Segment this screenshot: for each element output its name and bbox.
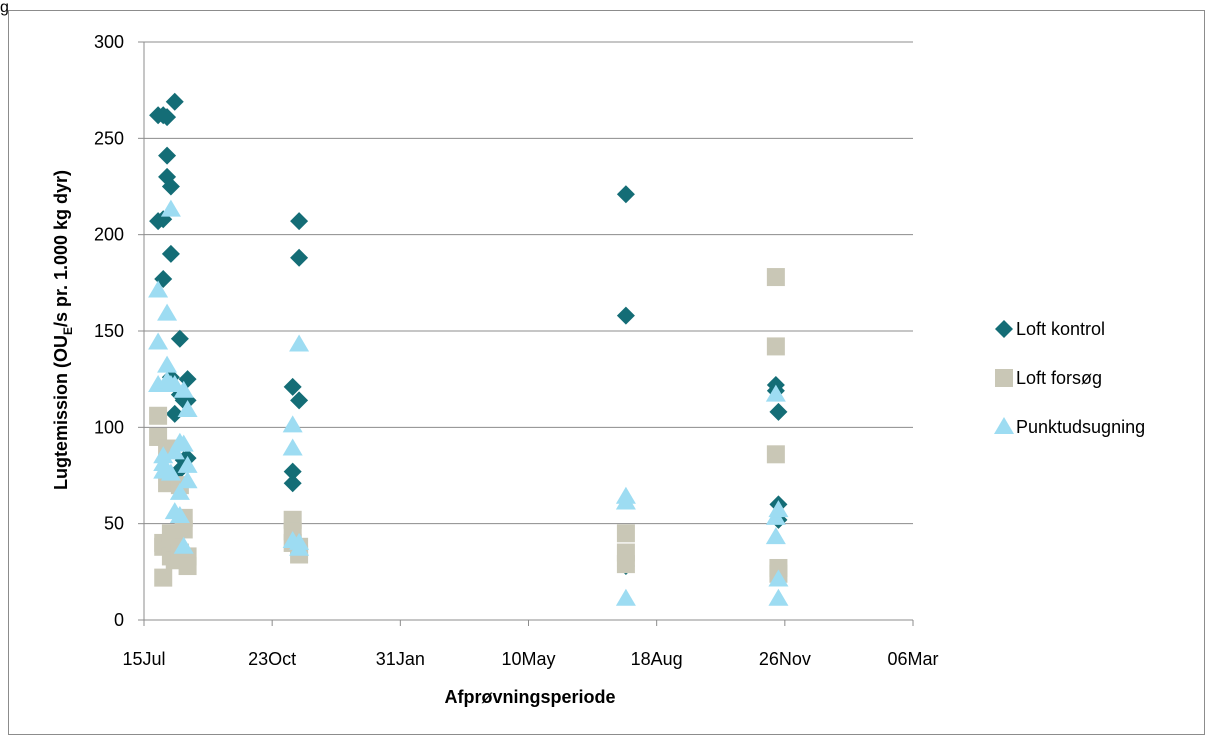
corner-text-fragment: g xyxy=(0,0,9,16)
legend-item-punktudsugning: Punktudsugning xyxy=(994,417,1145,437)
y-tick-label: 0 xyxy=(114,610,124,630)
loft_kontrol-point xyxy=(616,306,635,325)
legend-item-loft_forsog: Loft forsøg xyxy=(995,368,1102,388)
data-points xyxy=(148,92,789,606)
chart-border xyxy=(8,10,1205,735)
axes xyxy=(143,42,914,626)
loft_kontrol-point xyxy=(290,212,309,231)
loft_kontrol-point xyxy=(161,177,180,196)
loft_kontrol-point xyxy=(161,244,180,263)
punktudsugning-point xyxy=(615,492,636,510)
series-punktudsugning xyxy=(148,199,789,606)
punktudsugning-point xyxy=(765,384,786,402)
x-tick-label: 31Jan xyxy=(376,649,425,669)
y-tick-label: 300 xyxy=(94,32,124,52)
punktudsugning-point xyxy=(289,334,310,352)
punktudsugning-point xyxy=(157,303,178,321)
loft_kontrol-point xyxy=(769,402,788,421)
punktudsugning-point xyxy=(282,415,303,433)
y-tick-label: 100 xyxy=(94,417,124,437)
loft_forsog-point xyxy=(616,524,635,543)
loft_forsog-point xyxy=(178,557,197,576)
legend-marker-punktudsugning xyxy=(994,417,1014,434)
punktudsugning-point xyxy=(768,588,789,606)
punktudsugning-point xyxy=(157,355,178,373)
punktudsugning-point xyxy=(177,399,198,417)
punktudsugning-point xyxy=(173,434,194,452)
legend-item-loft_kontrol: Loft kontrol xyxy=(995,319,1105,339)
loft_kontrol-point xyxy=(170,329,189,348)
loft_forsog-point xyxy=(149,406,168,425)
loft_forsog-point xyxy=(766,337,785,356)
loft_kontrol-point xyxy=(283,377,302,396)
loft_forsog-point xyxy=(154,568,173,587)
loft_kontrol-point xyxy=(283,474,302,493)
punktudsugning-point xyxy=(177,455,198,473)
x-tick-label: 18Aug xyxy=(631,649,683,669)
series-loft_kontrol xyxy=(149,92,788,576)
punktudsugning-point xyxy=(615,588,636,606)
punktudsugning-point xyxy=(765,527,786,545)
x-tick-label: 26Nov xyxy=(759,649,811,669)
legend-marker-loft_forsog xyxy=(995,369,1013,387)
punktudsugning-point xyxy=(173,380,194,398)
loft_kontrol-point xyxy=(158,108,177,127)
loft_forsog-point xyxy=(766,268,785,287)
punktudsugning-point xyxy=(289,538,310,556)
x-axis-title: Afprøvningsperiode xyxy=(444,687,615,707)
loft_forsog-point xyxy=(174,520,193,539)
y-tick-labels: 0 50 100 150 200 250 300 xyxy=(94,32,124,630)
loft_kontrol-point xyxy=(165,404,184,423)
punktudsugning-point xyxy=(282,438,303,456)
punktudsugning-point xyxy=(173,536,194,554)
loft_forsog-point xyxy=(766,445,785,464)
y-tick-label: 200 xyxy=(94,225,124,245)
loft_kontrol-point xyxy=(616,185,635,204)
legend-marker-loft_kontrol xyxy=(995,320,1013,338)
x-tick-label: 06Mar xyxy=(887,649,938,669)
x-tick-label: 15Jul xyxy=(122,649,165,669)
gridlines xyxy=(138,41,913,621)
x-tick-labels: 15Jul 23Oct 31Jan 10May 18Aug 26Nov 06Mar xyxy=(122,649,938,669)
legend: Loft kontrol Loft forsøg Punktudsugning xyxy=(994,319,1145,437)
punktudsugning-point xyxy=(169,482,190,500)
loft_forsog-point xyxy=(616,555,635,574)
loft_kontrol-point xyxy=(290,248,309,267)
loft_kontrol-point xyxy=(283,462,302,481)
punktudsugning-point xyxy=(169,505,190,523)
loft_kontrol-point xyxy=(290,391,309,410)
y-tick-label: 150 xyxy=(94,321,124,341)
loft_kontrol-point xyxy=(158,146,177,165)
punktudsugning-point xyxy=(148,280,169,298)
legend-label: Loft kontrol xyxy=(1016,319,1105,339)
punktudsugning-point xyxy=(177,471,198,489)
punktudsugning-point xyxy=(768,569,789,587)
y-tick-label: 250 xyxy=(94,128,124,148)
x-tick-label: 10May xyxy=(501,649,555,669)
legend-label: Punktudsugning xyxy=(1016,417,1145,437)
x-tick-label: 23Oct xyxy=(248,649,296,669)
punktudsugning-point xyxy=(160,463,181,481)
punktudsugning-point xyxy=(160,199,181,217)
punktudsugning-point xyxy=(768,500,789,518)
y-tick-label: 50 xyxy=(104,514,124,534)
punktudsugning-point xyxy=(148,332,169,350)
legend-label: Loft forsøg xyxy=(1016,368,1102,388)
loft_kontrol-point xyxy=(165,92,184,111)
y-axis-title: Lugtemission (OUE/s pr. 1.000 kg dyr) xyxy=(51,170,75,490)
